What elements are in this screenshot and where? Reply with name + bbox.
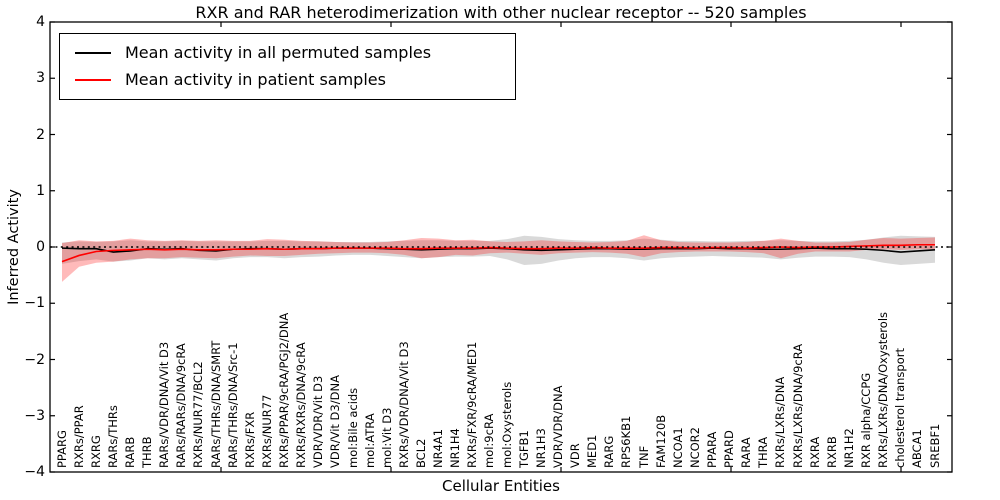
y-tick-label: 4 bbox=[36, 14, 45, 30]
std-band bbox=[62, 235, 935, 265]
x-tick-label: NCOA1 bbox=[670, 427, 685, 468]
legend-item-permuted: Mean activity in all permuted samples bbox=[60, 39, 515, 66]
x-tick-label: MED1 bbox=[585, 434, 600, 468]
x-tick-label: TNF bbox=[636, 445, 651, 468]
x-tick-label: RARB bbox=[122, 436, 137, 468]
x-tick-label: cholesterol transport bbox=[893, 348, 908, 468]
y-tick-label: 0 bbox=[36, 239, 45, 255]
x-tick-label: RXRB bbox=[824, 436, 839, 468]
x-tick-label: RXRs/LXRs/DNA bbox=[773, 376, 788, 468]
x-tick-label: RXRs/LXRs/DNA/9cRA bbox=[790, 343, 805, 468]
x-tick-label: RXRs/NUR77/BCL2 bbox=[191, 361, 206, 468]
mean-line bbox=[61, 243, 935, 263]
chart-title: RXR and RAR heterodimerization with othe… bbox=[195, 3, 807, 22]
x-tick-label: VDR/VDR/Vit D3 bbox=[311, 375, 326, 468]
x-tick-label: RARs/THRs/DNA/SMRT bbox=[208, 340, 223, 468]
y-tick-label: 2 bbox=[36, 126, 45, 143]
x-tick-label: RXRs/VDR/DNA/Vit D3 bbox=[396, 341, 411, 468]
x-tick-label: RARG bbox=[602, 435, 617, 468]
legend-swatch-permuted-line bbox=[75, 51, 111, 54]
x-tick-label: NR1H3 bbox=[533, 428, 548, 468]
x-tick-label: PPARD bbox=[722, 430, 737, 468]
x-tick-label: SREBF1 bbox=[927, 423, 942, 468]
x-tick-label: THRB bbox=[140, 436, 155, 468]
x-tick-label: VDR bbox=[568, 443, 583, 468]
x-tick-label: RARs/THRs/DNA/Src-1 bbox=[225, 342, 240, 468]
x-tick-label: RXRG bbox=[88, 435, 103, 468]
x-tick-label: PPARA bbox=[704, 431, 719, 468]
x-tick-label: mol:Oxysterols bbox=[499, 381, 514, 468]
legend-box: Mean activity in all permuted samples Me… bbox=[59, 33, 516, 100]
x-tick-label: mol:ATRA bbox=[362, 413, 377, 468]
x-tick-label: RXRA bbox=[807, 436, 822, 468]
x-tick-label: VDR/VDR/DNA bbox=[550, 385, 565, 469]
x-tick-label: RXR alpha/CCPG bbox=[859, 372, 874, 468]
x-tick-label: BCL2 bbox=[413, 438, 428, 468]
x-tick-label: VDR/Vit D3/DNA bbox=[328, 375, 343, 468]
legend-item-patient: Mean activity in patient samples bbox=[60, 66, 515, 93]
x-tick-label: RARs/VDR/DNA/Vit D3 bbox=[157, 341, 172, 468]
x-tick-label: RXRs/PPAR/9cRA/PGJ2/DNA bbox=[277, 312, 292, 468]
legend-label-patient: Mean activity in patient samples bbox=[125, 70, 386, 89]
legend-swatch-patient-line bbox=[75, 78, 111, 81]
x-tick-label: NR4A1 bbox=[431, 428, 446, 468]
x-tick-label: mol:9cRA bbox=[482, 413, 497, 468]
x-tick-label: RXRs/LXRs/DNA/Oxysterols bbox=[876, 311, 891, 468]
x-tick-label: mol:Bile acids bbox=[345, 387, 360, 468]
x-tick-label: RARs/THRs bbox=[105, 405, 120, 468]
y-tick-label: −3 bbox=[24, 407, 45, 424]
x-tick-label: PPARG bbox=[54, 430, 69, 468]
y-tick-label: −2 bbox=[24, 351, 45, 368]
x-tick-label: ABCA1 bbox=[910, 429, 925, 468]
x-axis-label: Cellular Entities bbox=[442, 477, 560, 495]
x-tick-label: RXRs/RXRs/DNA/9cRA bbox=[294, 342, 309, 468]
y-tick-label: 1 bbox=[36, 182, 45, 199]
x-tick-label: FAM120B bbox=[653, 414, 668, 468]
x-tick-label: NCOR2 bbox=[687, 427, 702, 468]
x-tick-label: mol:Vit D3 bbox=[379, 407, 394, 468]
x-tick-label: THRA bbox=[756, 436, 771, 468]
x-tick-label: RARs/RARs/DNA/9cRA bbox=[174, 343, 189, 468]
x-tick-label: RXRs/NUR77 bbox=[259, 394, 274, 468]
x-tick-label: RXRs/FXR bbox=[242, 411, 257, 468]
x-tick-label: RARA bbox=[739, 437, 754, 468]
x-tick-label: RPS6KB1 bbox=[619, 415, 634, 468]
y-tick-label: −4 bbox=[24, 464, 45, 480]
x-tick-label: NR1H4 bbox=[448, 428, 463, 468]
x-tick-label: NR1H2 bbox=[841, 428, 856, 468]
legend-label-permuted: Mean activity in all permuted samples bbox=[125, 43, 432, 62]
x-tick-label: RXRs/FXR/9cRA/MED1 bbox=[465, 341, 480, 468]
y-tick-label: 3 bbox=[36, 70, 45, 87]
y-tick-label: −1 bbox=[24, 295, 45, 312]
x-tick-label: RXRs/PPAR bbox=[71, 405, 86, 468]
x-tick-label: TGFB1 bbox=[516, 430, 531, 468]
